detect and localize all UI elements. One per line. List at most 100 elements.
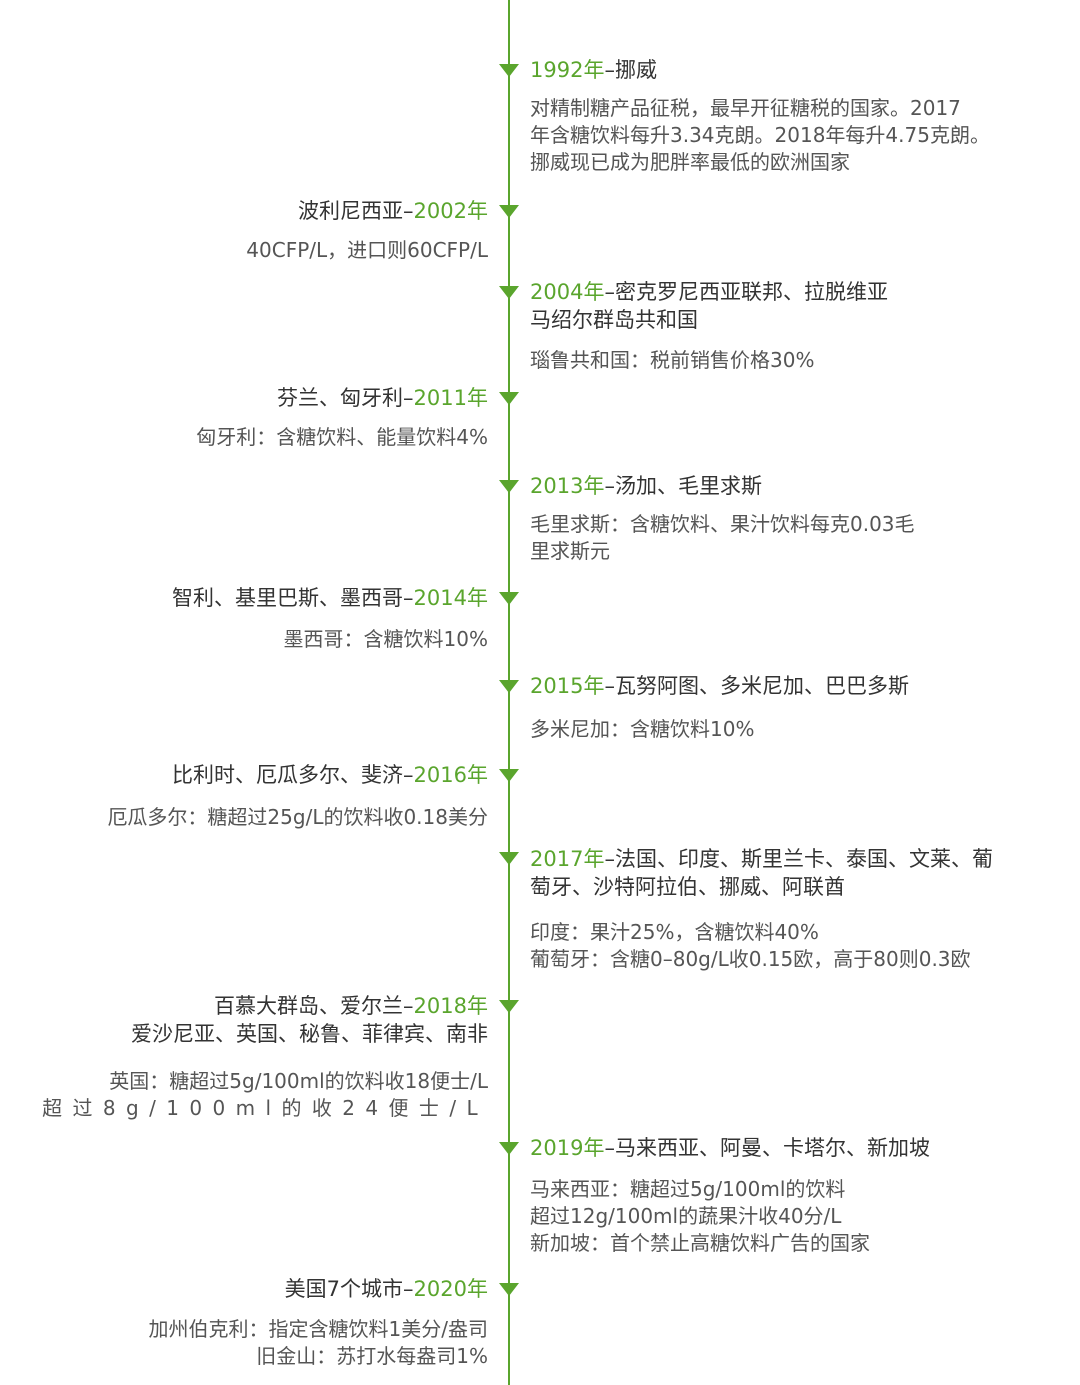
event-separator: – xyxy=(403,386,414,410)
event-heading: 2004年–密克罗尼西亚联邦、拉脱维亚 马绍尔群岛共和国 xyxy=(530,278,888,334)
event-description: 多米尼加：含糖饮料10% xyxy=(530,716,754,743)
event-description: 厄瓜多尔：糖超过25g/L的饮料收0.18美分 xyxy=(107,804,488,831)
event-separator: – xyxy=(604,280,615,304)
event-separator: – xyxy=(403,763,414,787)
event-year: 2002年 xyxy=(413,199,488,223)
event-heading: 美国7个城市–2020年 xyxy=(285,1275,488,1303)
event-separator: – xyxy=(403,1277,414,1301)
event-heading: 2017年–法国、印度、斯里兰卡、泰国、文莱、葡 萄牙、沙特阿拉伯、挪威、阿联酋 xyxy=(530,845,993,901)
event-description-line: 瑙鲁共和国：税前销售价格30% xyxy=(530,348,815,372)
event-description: 加州伯克利：指定含糖饮料1美分/盎司 旧金山：苏打水每盎司1% xyxy=(149,1316,488,1370)
event-separator: – xyxy=(604,674,615,698)
event-heading: 智利、基里巴斯、墨西哥–2014年 xyxy=(172,584,488,612)
timeline-marker-icon xyxy=(499,64,519,77)
event-description-line: 40CFP/L，进口则60CFP/L xyxy=(246,238,488,262)
event-heading-line: 百慕大群岛、爱尔兰–2018年 xyxy=(131,992,488,1020)
event-description-line: 挪威现已成为肥胖率最低的欧洲国家 xyxy=(530,150,850,174)
timeline-marker-icon xyxy=(499,1142,519,1155)
event-year: 1992年 xyxy=(530,58,605,82)
event-separator: – xyxy=(604,847,615,871)
event-heading-line: 2004年–密克罗尼西亚联邦、拉脱维亚 xyxy=(530,278,888,306)
event-heading: 百慕大群岛、爱尔兰–2018年 爱沙尼亚、英国、秘鲁、菲律宾、南非 xyxy=(131,992,488,1048)
event-separator: – xyxy=(403,586,414,610)
event-countries: 爱沙尼亚、英国、秘鲁、菲律宾、南非 xyxy=(131,1022,488,1046)
event-heading-line: 芬兰、匈牙利–2011年 xyxy=(277,384,488,412)
event-countries: 百慕大群岛、爱尔兰 xyxy=(214,994,404,1018)
event-description: 瑙鲁共和国：税前销售价格30% xyxy=(530,347,814,374)
timeline-marker-icon xyxy=(499,769,519,782)
event-description-line: 多米尼加：含糖饮料10% xyxy=(530,717,755,741)
event-separator: – xyxy=(604,1136,615,1160)
timeline-marker-icon xyxy=(499,1000,519,1013)
timeline-marker-icon xyxy=(499,680,519,693)
event-countries: 智利、基里巴斯、墨西哥 xyxy=(172,586,404,610)
event-description: 40CFP/L，进口则60CFP/L xyxy=(246,237,488,264)
event-description-line: 里求斯元 xyxy=(530,539,610,563)
event-countries: 比利时、厄瓜多尔、斐济 xyxy=(172,763,404,787)
event-heading-line: 萄牙、沙特阿拉伯、挪威、阿联酋 xyxy=(530,873,993,901)
event-description-line: 厄瓜多尔：糖超过25g/L的饮料收0.18美分 xyxy=(107,805,488,829)
event-heading-line: 爱沙尼亚、英国、秘鲁、菲律宾、南非 xyxy=(131,1020,488,1048)
event-description-line: 墨西哥：含糖饮料10% xyxy=(283,627,488,651)
event-year: 2011年 xyxy=(413,386,488,410)
event-description: 英国：糖超过5g/100ml的饮料收18便士/L 超过8g/100ml的收24便士… xyxy=(42,1068,488,1122)
event-description: 马来西亚：糖超过5g/100ml的饮料 超过12g/100ml的蔬果汁收40分/L… xyxy=(530,1176,870,1257)
event-heading-line: 智利、基里巴斯、墨西哥–2014年 xyxy=(172,584,488,612)
timeline-marker-icon xyxy=(499,852,519,865)
event-countries: 挪威 xyxy=(614,58,657,82)
event-heading: 比利时、厄瓜多尔、斐济–2016年 xyxy=(172,761,488,789)
event-description-line: 超过8g/100ml的收24便士/L xyxy=(42,1096,488,1120)
event-description: 匈牙利：含糖饮料、能量饮料4% xyxy=(196,424,488,451)
event-description-line: 马来西亚：糖超过5g/100ml的饮料 xyxy=(530,1177,846,1201)
event-heading: 2013年–汤加、毛里求斯 xyxy=(530,472,762,500)
event-heading-line: 2015年–瓦努阿图、多米尼加、巴巴多斯 xyxy=(530,672,909,700)
event-year: 2014年 xyxy=(413,586,488,610)
event-description: 对精制糖产品征税，最早开征糖税的国家。2017 年含糖饮料每升3.34克朗。201… xyxy=(530,95,990,176)
event-heading-line: 2019年–马来西亚、阿曼、卡塔尔、新加坡 xyxy=(530,1134,930,1162)
event-heading: 2015年–瓦努阿图、多米尼加、巴巴多斯 xyxy=(530,672,909,700)
event-heading-line: 比利时、厄瓜多尔、斐济–2016年 xyxy=(172,761,488,789)
event-description-line: 英国：糖超过5g/100ml的饮料收18便士/L xyxy=(109,1069,488,1093)
event-description-line: 匈牙利：含糖饮料、能量饮料4% xyxy=(196,425,488,449)
event-year: 2015年 xyxy=(530,674,605,698)
event-heading-line: 美国7个城市–2020年 xyxy=(285,1275,488,1303)
event-description-line: 超过12g/100ml的蔬果汁收40分/L xyxy=(530,1204,842,1228)
event-heading: 芬兰、匈牙利–2011年 xyxy=(277,384,488,412)
event-countries: 法国、印度、斯里兰卡、泰国、文莱、葡 xyxy=(614,847,993,871)
event-heading-line: 波利尼西亚–2002年 xyxy=(298,197,488,225)
event-description: 毛里求斯：含糖饮料、果汁饮料每克0.03毛 里求斯元 xyxy=(530,511,915,565)
event-separator: – xyxy=(403,994,414,1018)
event-description: 印度：果汁25%，含糖饮料40% 葡萄牙：含糖0–80g/L收0.15欧，高于80… xyxy=(530,919,971,973)
event-description-line: 毛里求斯：含糖饮料、果汁饮料每克0.03毛 xyxy=(530,512,915,536)
event-countries: 波利尼西亚 xyxy=(298,199,404,223)
event-countries: 美国7个城市 xyxy=(284,1277,404,1301)
event-heading-line: 马绍尔群岛共和国 xyxy=(530,306,888,334)
event-description-line: 印度：果汁25%，含糖饮料40% xyxy=(530,920,819,944)
event-heading: 波利尼西亚–2002年 xyxy=(298,197,488,225)
event-year: 2016年 xyxy=(413,763,488,787)
event-year: 2018年 xyxy=(413,994,488,1018)
timeline-marker-icon xyxy=(499,592,519,605)
event-countries: 汤加、毛里求斯 xyxy=(614,474,762,498)
event-year: 2019年 xyxy=(530,1136,605,1160)
event-heading-line: 2017年–法国、印度、斯里兰卡、泰国、文莱、葡 xyxy=(530,845,993,873)
timeline-marker-icon xyxy=(499,286,519,299)
event-countries: 萄牙、沙特阿拉伯、挪威、阿联酋 xyxy=(530,875,845,899)
timeline-marker-icon xyxy=(499,1283,519,1296)
event-heading: 2019年–马来西亚、阿曼、卡塔尔、新加坡 xyxy=(530,1134,930,1162)
event-countries: 芬兰、匈牙利 xyxy=(277,386,404,410)
event-heading-line: 1992年–挪威 xyxy=(530,56,657,84)
event-countries: 马来西亚、阿曼、卡塔尔、新加坡 xyxy=(614,1136,930,1160)
timeline-marker-icon xyxy=(499,205,519,218)
event-description: 墨西哥：含糖饮料10% xyxy=(284,626,488,653)
event-description-line: 新加坡：首个禁止高糖饮料广告的国家 xyxy=(530,1231,870,1255)
event-separator: – xyxy=(403,199,414,223)
event-description-line: 葡萄牙：含糖0–80g/L收0.15欧，高于80则0.3欧 xyxy=(530,947,971,971)
event-year: 2017年 xyxy=(530,847,605,871)
event-countries: 密克罗尼西亚联邦、拉脱维亚 xyxy=(614,280,888,304)
timeline-marker-icon xyxy=(499,480,519,493)
event-description-line: 对精制糖产品征税，最早开征糖税的国家。2017 xyxy=(530,96,961,120)
event-year: 2020年 xyxy=(413,1277,488,1301)
event-separator: – xyxy=(604,58,615,82)
event-description-line: 加州伯克利：指定含糖饮料1美分/盎司 xyxy=(148,1317,488,1341)
